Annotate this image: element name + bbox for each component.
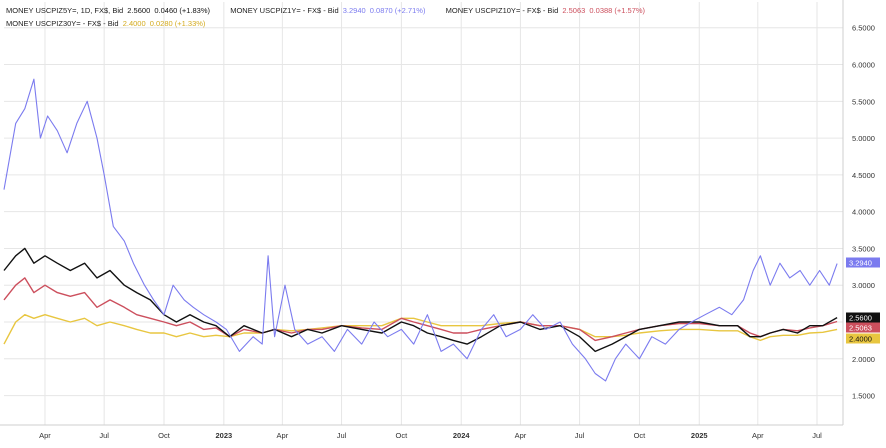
last-value-tag — [846, 312, 880, 323]
y-tick-label: 4.5000 — [852, 171, 875, 180]
x-tick-label: Oct — [634, 431, 647, 440]
legend-s30-change: 0.0280 (+1.33%) — [149, 19, 206, 28]
x-tick-label: Jul — [337, 431, 347, 440]
last-value-tag — [846, 322, 880, 333]
x-tick-label: Oct — [396, 431, 409, 440]
x-tick-label: 2025 — [691, 431, 708, 440]
legend-s10-change: 0.0388 (+1.57%) — [589, 6, 646, 15]
y-tick-label: 6.0000 — [852, 61, 875, 70]
grid-layer — [0, 0, 844, 426]
last-value-text: 2.5600 — [849, 314, 872, 323]
y-tick-label: 3.5000 — [852, 244, 875, 253]
series-line-uscpiz1y[interactable] — [3, 78, 838, 382]
legend-s10-value: 2.5063 — [562, 6, 586, 15]
x-tick-label: Apr — [277, 431, 289, 440]
x-tick-label: Apr — [515, 431, 527, 440]
last-value-text: 3.2940 — [849, 259, 872, 268]
legend-s5-name[interactable]: MONEY USCPIZ5Y=, 1D, FX$, Bid — [6, 6, 124, 15]
y-axis[interactable]: 1.50002.00002.50003.00003.50004.00004.50… — [852, 24, 875, 401]
x-tick-label: 2023 — [215, 431, 232, 440]
x-tick-label: 2024 — [453, 431, 471, 440]
x-tick-label: Jul — [575, 431, 585, 440]
last-value-tag — [846, 257, 880, 268]
y-tick-label: 6.5000 — [852, 24, 875, 33]
series-line-uscpiz5y[interactable] — [3, 247, 838, 353]
y-tick-label: 5.5000 — [852, 97, 875, 106]
x-tick-label: Apr — [752, 431, 764, 440]
legend-s30-name[interactable]: MONEY USCPIZ30Y= - FX$ - Bid — [6, 19, 119, 28]
legend-s5-value: 2.5600 — [127, 6, 151, 15]
chart-legend: MONEY USCPIZ5Y=, 1D, FX$, Bid 2.5600 0.0… — [6, 4, 647, 30]
last-value-text: 2.4000 — [849, 335, 872, 344]
x-tick-label: Jul — [812, 431, 822, 440]
x-tick-label: Apr — [39, 431, 51, 440]
legend-row-1: MONEY USCPIZ5Y=, 1D, FX$, Bid 2.5600 0.0… — [6, 4, 647, 17]
y-tick-label: 1.5000 — [852, 392, 875, 401]
y-tick-label: 4.0000 — [852, 208, 875, 217]
y-tick-label: 5.0000 — [852, 134, 875, 143]
series-layer — [3, 78, 838, 382]
x-axis[interactable]: Apr Jul Oct 2023 Apr Jul Oct 2024 Apr Jul Oct 2025 A… — [39, 431, 822, 440]
legend-s1-value: 3.2940 — [342, 6, 366, 15]
y-tick-label: 2.0000 — [852, 355, 875, 364]
last-value-tag — [846, 333, 880, 344]
x-tick-label: Oct — [158, 431, 171, 440]
x-tick-label: Jul — [99, 431, 109, 440]
last-value-text: 2.5063 — [849, 324, 872, 333]
legend-row-2: MONEY USCPIZ30Y= - FX$ - Bid 2.4000 0.02… — [6, 17, 647, 30]
legend-s1-name[interactable]: MONEY USCPIZ1Y= - FX$ - Bid — [230, 6, 339, 15]
legend-s1-change: 0.0870 (+2.71%) — [369, 6, 426, 15]
y-tick-label: 3.0000 — [852, 281, 875, 290]
legend-s10-name[interactable]: MONEY USCPIZ10Y= - FX$ - Bid — [445, 6, 559, 15]
legend-s5-change: 0.0460 (+1.83%) — [154, 6, 211, 15]
legend-s30-value: 2.4000 — [122, 19, 146, 28]
